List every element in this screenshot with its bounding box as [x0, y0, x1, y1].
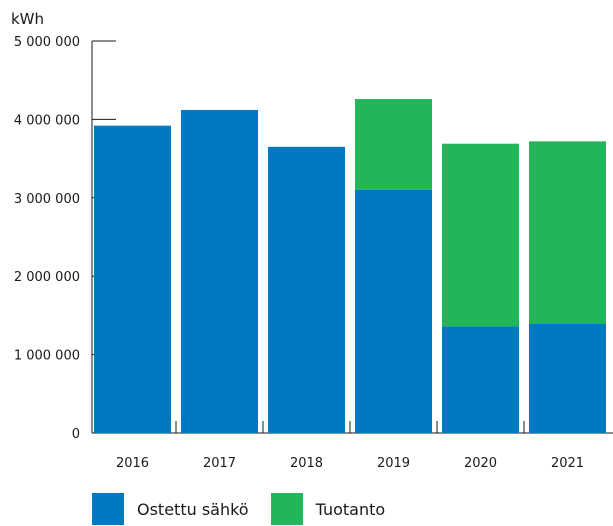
x-tick-label-2019: 2019: [377, 456, 410, 471]
y-tick-label: 1 000 000: [14, 349, 80, 364]
y-tick-label: 0: [72, 427, 80, 442]
bar-ostettu-sahko-2017: [181, 109, 258, 433]
bar-ostettu-sahko-2016: [94, 125, 171, 433]
legend-label-tuotanto: Tuotanto: [315, 499, 386, 519]
bar-tuotanto-2021: [529, 141, 606, 325]
bar-ostettu-sahko-2018: [268, 146, 345, 433]
bar-ostettu-sahko-2019: [355, 189, 432, 433]
legend-item-tuotanto: Tuotanto: [270, 493, 386, 525]
x-tick-label-2017: 2017: [203, 456, 236, 471]
legend-label-ostettu-sahko: Ostettu sähkö: [137, 499, 249, 519]
bar-tuotanto-2019: [355, 99, 432, 190]
x-tick-label-2016: 2016: [116, 456, 149, 471]
y-tick-label: 3 000 000: [14, 192, 80, 207]
y-tick-label: 5 000 000: [14, 35, 80, 50]
bar-ostettu-sahko-2021: [529, 324, 606, 433]
legend-swatch-ostettu-sahko: [92, 493, 124, 525]
legend-item-ostettu-sahko: Ostettu sähkö: [92, 493, 249, 525]
chart-legend: Ostettu sähkö Tuotanto: [92, 493, 407, 525]
legend-swatch-tuotanto: [270, 493, 303, 525]
bar-tuotanto-2020: [442, 143, 519, 327]
y-axis-unit-label: kWh: [11, 10, 44, 28]
y-tick-label: 4 000 000: [14, 113, 80, 128]
x-tick-label-2018: 2018: [290, 456, 323, 471]
x-tick-label-2020: 2020: [464, 456, 497, 471]
y-tick-label: 2 000 000: [14, 270, 80, 285]
x-tick-label-2021: 2021: [551, 456, 584, 471]
bar-ostettu-sahko-2020: [442, 326, 519, 433]
